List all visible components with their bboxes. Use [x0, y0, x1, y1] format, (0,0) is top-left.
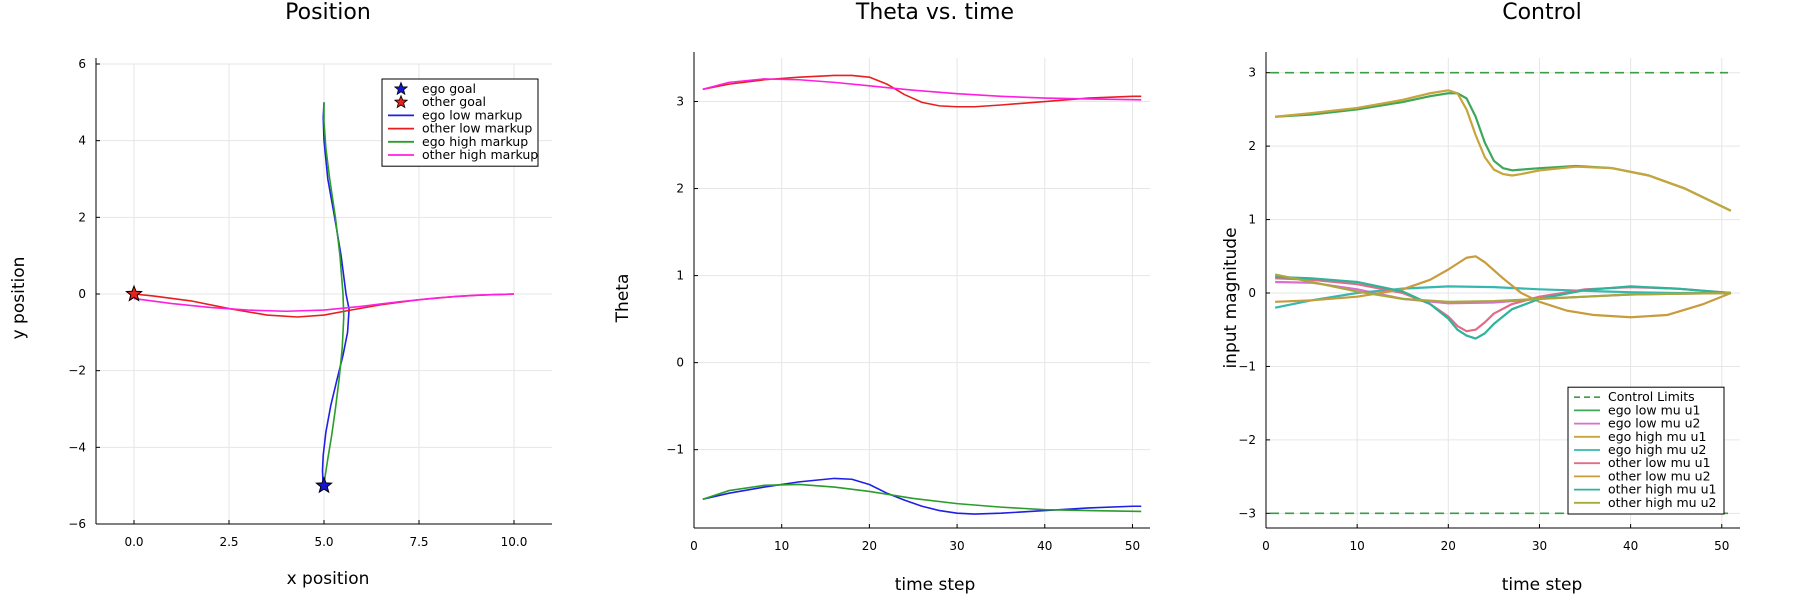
- y-tick-label: 1: [1248, 213, 1256, 227]
- x-tick-label: 50: [1125, 539, 1140, 553]
- legend-label: ego low mu u1: [1608, 402, 1701, 417]
- series-line-6: [1275, 275, 1731, 340]
- chart-title: Theta vs. time: [855, 0, 1014, 25]
- chart-title: Position: [285, 0, 371, 25]
- y-tick-label: −6: [68, 517, 86, 531]
- y-tick-label: −4: [68, 440, 86, 454]
- legend-label: other high mu u1: [1608, 482, 1716, 497]
- series-line-2: [1275, 89, 1732, 212]
- series-line-0: [321, 102, 350, 486]
- legend-label: ego low mu u2: [1608, 416, 1701, 431]
- legend-label: other low mu u1: [1608, 455, 1711, 470]
- y-tick-label: 0: [78, 287, 86, 301]
- x-axis-label: x position: [287, 569, 370, 589]
- y-axis-label: Theta: [613, 274, 633, 324]
- y-tick-label: −3: [1238, 506, 1256, 520]
- y-tick-label: 2: [1248, 139, 1256, 153]
- y-tick-label: 1: [676, 269, 684, 283]
- legend-swatch: [393, 94, 409, 109]
- y-tick-label: −2: [1238, 433, 1256, 447]
- x-tick-label: 10: [774, 539, 789, 553]
- series-line-2: [702, 74, 1142, 108]
- position-chart: Position x position y position 0.0 2.5 5.0…: [9, 0, 552, 589]
- series-line-3: [1274, 285, 1731, 309]
- goal-marker-0: [315, 476, 333, 494]
- legend-label: ego high mu u1: [1608, 429, 1706, 444]
- series-line-3: [133, 293, 515, 313]
- x-tick-label: 30: [949, 539, 964, 553]
- y-tick-label: 4: [78, 134, 86, 148]
- x-tick-label: 7.5: [409, 535, 428, 549]
- x-tick-label: 30: [1532, 539, 1547, 553]
- legend-label: other high markup: [422, 147, 538, 162]
- x-tick-label: 20: [1441, 539, 1456, 553]
- y-tick-label: 3: [676, 95, 684, 109]
- series-line-2: [323, 102, 345, 486]
- x-axis-label: time step: [895, 575, 976, 595]
- legend-label: ego low markup: [422, 107, 522, 122]
- plot-area: 0 10 20 30 40 50 −1 0 1 2 3: [666, 52, 1150, 553]
- y-tick-label: 2: [78, 210, 86, 224]
- series-line-0: [1275, 92, 1732, 212]
- y-tick-label: 6: [78, 57, 86, 71]
- series-line-0: [702, 477, 1142, 515]
- goal-marker-1: [125, 284, 143, 302]
- x-tick-label: 20: [862, 539, 877, 553]
- series-line-1: [702, 483, 1142, 513]
- y-tick-label: −1: [666, 443, 684, 457]
- y-tick-label: −2: [68, 364, 86, 378]
- legend-label: other goal: [422, 94, 486, 109]
- y-tick-label: −1: [1238, 359, 1256, 373]
- y-tick-label: 3: [1248, 66, 1256, 80]
- x-tick-label: 50: [1714, 539, 1729, 553]
- x-tick-label: 40: [1623, 539, 1638, 553]
- chart-title: Control: [1502, 0, 1582, 25]
- legend-label: other low markup: [422, 121, 532, 136]
- series-line-3: [702, 78, 1142, 101]
- x-tick-label: 10: [1350, 539, 1365, 553]
- control-chart: Control time step input magnitude 0 10 20 3…: [1221, 0, 1740, 595]
- legend-label: ego goal: [422, 81, 476, 96]
- y-axis-label: input magnitude: [1221, 227, 1241, 368]
- theta-chart: Theta vs. time time step Theta 0 10 20 30 40…: [613, 0, 1150, 595]
- x-axis-label: time step: [1502, 575, 1583, 595]
- legend-label: ego high mu u2: [1608, 442, 1706, 457]
- legend-label: ego high markup: [422, 134, 528, 149]
- x-tick-label: 0.0: [124, 535, 143, 549]
- legend-label: Control Limits: [1608, 389, 1695, 404]
- y-axis-label: y position: [9, 257, 29, 340]
- x-tick-label: 40: [1037, 539, 1052, 553]
- x-tick-label: 0: [690, 539, 698, 553]
- x-tick-label: 0: [1262, 539, 1270, 553]
- legend-label: other low mu u2: [1608, 468, 1711, 483]
- legend-swatch: [393, 81, 409, 96]
- x-tick-label: 10.0: [501, 535, 528, 549]
- series-line-7: [1274, 273, 1731, 303]
- y-tick-label: 0: [1248, 286, 1256, 300]
- x-tick-label: 5.0: [314, 535, 333, 549]
- legend-label: other high mu u2: [1608, 495, 1716, 510]
- y-tick-label: 0: [676, 356, 684, 370]
- x-tick-label: 2.5: [219, 535, 238, 549]
- y-tick-label: 2: [676, 182, 684, 196]
